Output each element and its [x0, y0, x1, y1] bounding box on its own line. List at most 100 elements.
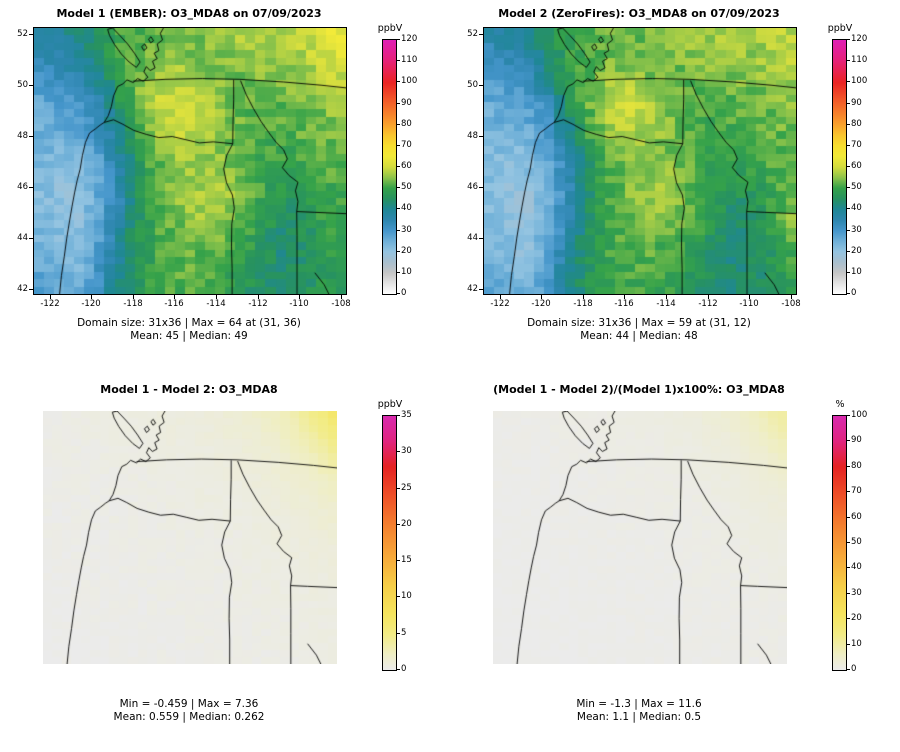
x-axis-tick-mark: [666, 295, 667, 299]
colorbar-tick-mark: [397, 145, 400, 146]
map-canvas-model2: [484, 28, 796, 294]
colorbar-tick-mark: [847, 60, 850, 61]
x-axis-tick-label: -118: [573, 299, 593, 309]
colorbar-tick-mark: [397, 124, 400, 125]
colorbar-tick-mark: [397, 524, 400, 525]
stats-line1: Domain size: 31x36 | Max = 59 at (31, 12…: [527, 317, 751, 329]
colorbar-tick-mark: [397, 60, 400, 61]
y-axis-tick-mark: [479, 289, 483, 290]
colorbar-unit-label: ppbV: [827, 23, 853, 34]
colorbar-tick-mark: [397, 560, 400, 561]
colorbar-tick-mark: [847, 293, 850, 294]
colorbar-tick-mark: [397, 633, 400, 634]
x-axis-tick-label: -108: [331, 299, 351, 309]
colorbar-tick-label: 0: [851, 288, 857, 298]
panel-difference: Model 1 - Model 2: O3_MDA8 ppbV Min = -0…: [0, 376, 450, 752]
colorbar-difference: [382, 415, 397, 671]
colorbar-tick-label: 20: [401, 519, 412, 529]
x-axis-tick-mark: [500, 295, 501, 299]
colorbar-unit-label: %: [835, 399, 845, 410]
colorbar-tick-mark: [847, 39, 850, 40]
colorbar-tick-label: 20: [851, 246, 862, 256]
x-axis-tick-label: -108: [781, 299, 801, 309]
colorbar-tick-mark: [847, 124, 850, 125]
x-axis-tick-mark: [299, 295, 300, 299]
colorbar-tick-label: 60: [851, 161, 862, 171]
colorbar-tick-label: 90: [851, 435, 862, 445]
x-axis-tick-label: -116: [614, 299, 634, 309]
colorbar-tick-mark: [847, 542, 850, 543]
x-axis-tick-mark: [583, 295, 584, 299]
y-axis-tick-mark: [29, 34, 33, 35]
x-axis-tick-label: -122: [490, 299, 510, 309]
colorbar-tick-label: 120: [851, 34, 868, 44]
colorbar-tick-mark: [847, 466, 850, 467]
panel-title-percent-difference: (Model 1 - Model 2)/(Model 1)x100%: O3_M…: [493, 383, 785, 396]
colorbar-tick-mark: [397, 251, 400, 252]
x-axis-tick-label: -112: [248, 299, 268, 309]
y-axis-tick-label: 46: [17, 182, 28, 192]
colorbar-tick-label: 0: [401, 288, 407, 298]
x-axis-tick-mark: [133, 295, 134, 299]
colorbar-tick-label: 40: [401, 203, 412, 213]
colorbar-tick-label: 90: [401, 98, 412, 108]
y-axis-tick-label: 50: [17, 80, 28, 90]
colorbar-tick-mark: [397, 451, 400, 452]
map-canvas-difference: [43, 411, 337, 664]
colorbar-tick-mark: [397, 208, 400, 209]
colorbar-tick-mark: [397, 39, 400, 40]
colorbar-tick-label: 35: [401, 410, 412, 420]
x-axis-tick-label: -112: [698, 299, 718, 309]
x-axis-tick-label: -122: [40, 299, 60, 309]
colorbar-tick-mark: [397, 187, 400, 188]
colorbar-tick-mark: [847, 208, 850, 209]
colorbar-tick-mark: [397, 488, 400, 489]
colorbar-tick-label: 80: [851, 119, 862, 129]
stats-line2: Mean: 0.559 | Median: 0.262: [113, 711, 265, 723]
stats-line2: Mean: 1.1 | Median: 0.5: [576, 711, 702, 723]
x-axis-tick-label: -118: [123, 299, 143, 309]
colorbar-tick-mark: [847, 567, 850, 568]
panel-title-model2: Model 2 (ZeroFires): O3_MDA8 on 07/09/20…: [498, 7, 780, 20]
colorbar-tick-label: 40: [851, 203, 862, 213]
x-axis-tick-label: -116: [164, 299, 184, 309]
colorbar-tick-label: 70: [851, 140, 862, 150]
y-axis-tick-label: 52: [467, 29, 478, 39]
colorbar-tick-label: 30: [401, 225, 412, 235]
x-axis-tick-label: -120: [81, 299, 101, 309]
y-axis-tick-label: 48: [467, 131, 478, 141]
x-axis-tick-mark: [708, 295, 709, 299]
colorbar-tick-mark: [847, 517, 850, 518]
stats-line1: Domain size: 31x36 | Max = 64 at (31, 36…: [77, 317, 301, 329]
colorbar-tick-mark: [397, 669, 400, 670]
y-axis-tick-mark: [479, 187, 483, 188]
colorbar-tick-label: 80: [851, 461, 862, 471]
colorbar-tick-label: 30: [851, 588, 862, 598]
colorbar-tick-label: 80: [401, 119, 412, 129]
stats-line2: Mean: 45 | Median: 49: [130, 330, 248, 342]
x-axis-tick-label: -114: [656, 299, 676, 309]
colorbar-unit-label: ppbV: [377, 399, 403, 410]
x-axis-tick-mark: [50, 295, 51, 299]
colorbar-canvas: [383, 40, 396, 294]
y-axis-tick-label: 44: [467, 233, 478, 243]
colorbar-tick-label: 0: [401, 664, 407, 674]
map-canvas-model1: [34, 28, 346, 294]
colorbar-tick-mark: [397, 166, 400, 167]
colorbar-tick-mark: [397, 415, 400, 416]
x-axis-tick-label: -120: [531, 299, 551, 309]
colorbar-tick-mark: [847, 669, 850, 670]
x-axis-tick-mark: [749, 295, 750, 299]
colorbar-tick-label: 25: [401, 483, 412, 493]
colorbar-tick-label: 10: [851, 267, 862, 277]
colorbar-tick-label: 60: [401, 161, 412, 171]
colorbar-tick-mark: [847, 81, 850, 82]
colorbar-tick-label: 10: [401, 591, 412, 601]
colorbar-tick-mark: [397, 272, 400, 273]
colorbar-tick-mark: [847, 103, 850, 104]
colorbar-tick-label: 50: [851, 182, 862, 192]
colorbar-tick-label: 110: [401, 55, 418, 65]
y-axis-tick-mark: [29, 238, 33, 239]
colorbar-tick-label: 60: [851, 512, 862, 522]
